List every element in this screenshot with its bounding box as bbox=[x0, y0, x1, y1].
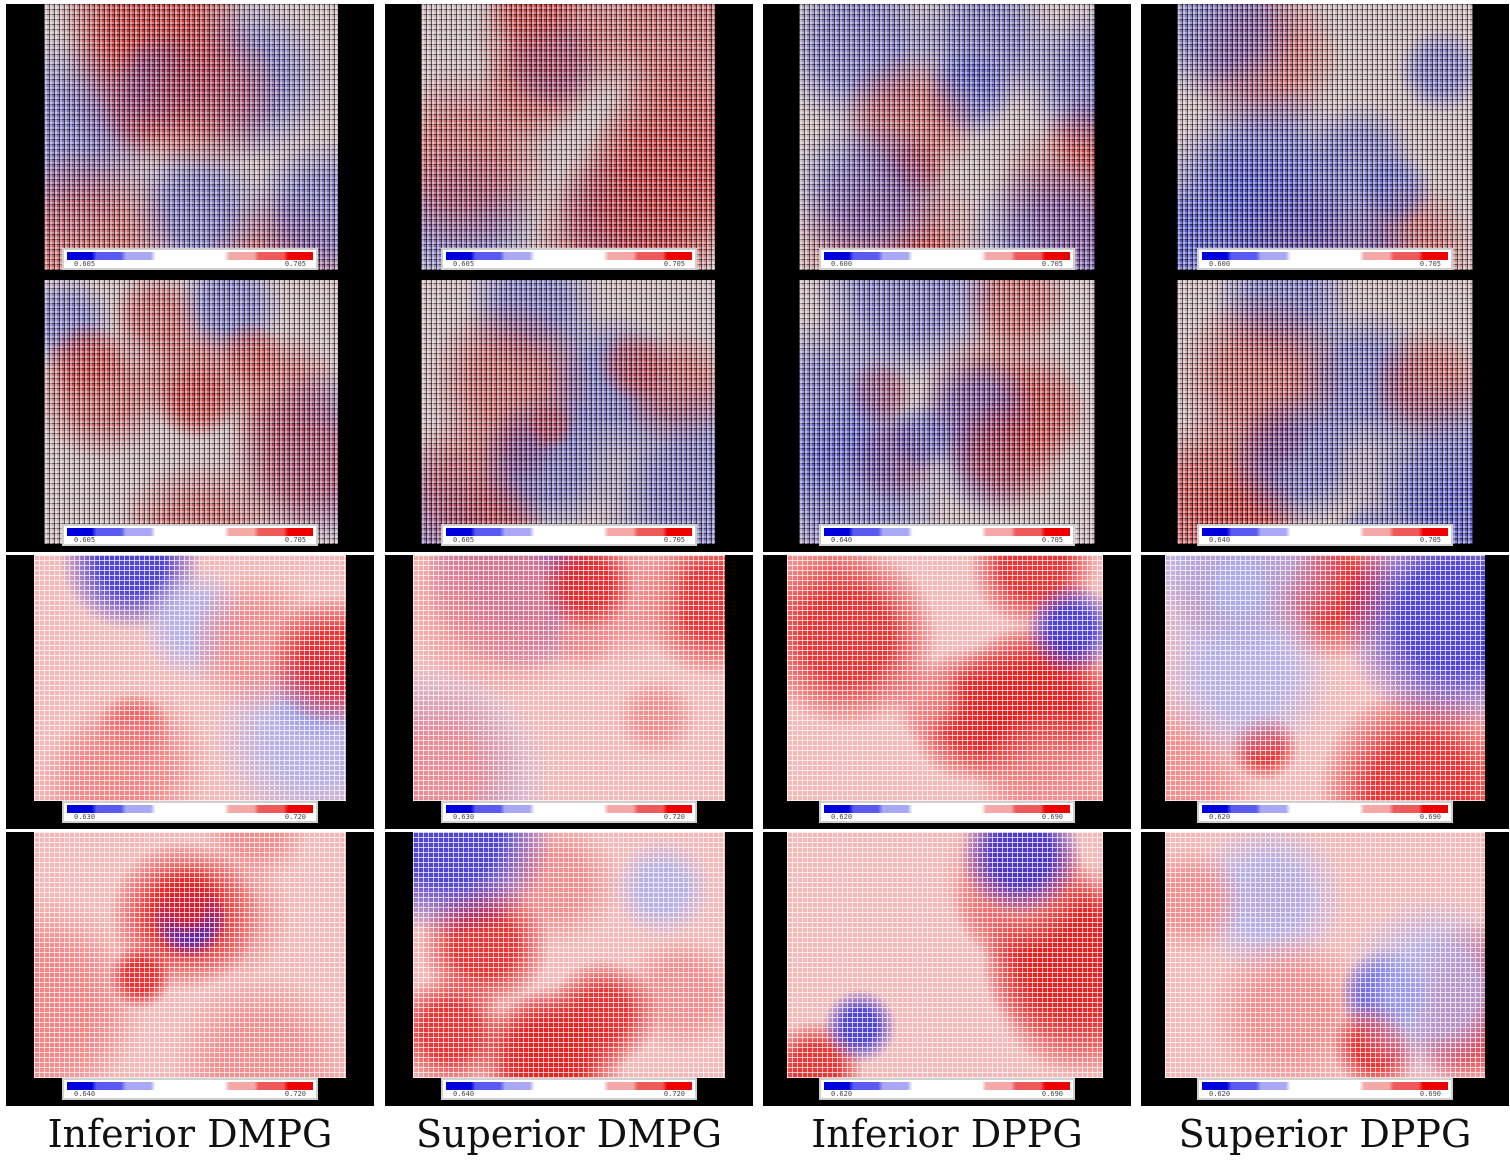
column-superior-dmpg: 0.605 0.705 0.605 0.705 0.630 0.720 0.640 0.… bbox=[385, 4, 753, 1156]
order-field-map bbox=[1165, 832, 1485, 1078]
order-field-map bbox=[421, 4, 715, 270]
top-view-panel-1: 0.605 0.705 bbox=[385, 4, 753, 278]
mesh-overlay bbox=[1177, 280, 1473, 544]
order-field-map bbox=[787, 832, 1103, 1078]
colorbar: 0.640 0.705 bbox=[819, 524, 1075, 546]
top-view-panel-1: 0.600 0.705 bbox=[1141, 4, 1509, 278]
order-field-map bbox=[413, 555, 725, 801]
column-inferior-dppg: 0.600 0.705 0.640 0.705 0.620 0.690 0.620 0.… bbox=[763, 4, 1131, 1156]
mesh-overlay bbox=[34, 832, 346, 1078]
colorbar: 0.620 0.690 bbox=[819, 801, 1075, 823]
side-view-panel-2: 0.640 0.720 bbox=[6, 832, 374, 1106]
column-label: Inferior DPPG bbox=[811, 1112, 1083, 1156]
colorbar: 0.605 0.705 bbox=[441, 524, 697, 546]
column-superior-dppg: 0.600 0.705 0.640 0.705 0.620 0.690 0.620 0.… bbox=[1141, 4, 1509, 1156]
mesh-overlay bbox=[1165, 832, 1485, 1078]
top-view-panel-2: 0.605 0.705 bbox=[385, 278, 753, 552]
colorbar: 0.605 0.705 bbox=[62, 248, 318, 270]
colorbar: 0.620 0.690 bbox=[1197, 1078, 1453, 1100]
mesh-overlay bbox=[34, 555, 346, 801]
colorbar: 0.620 0.690 bbox=[819, 1078, 1075, 1100]
colorbar: 0.630 0.720 bbox=[62, 801, 318, 823]
side-view-panel-1: 0.630 0.720 bbox=[385, 555, 753, 829]
order-field-map bbox=[44, 4, 338, 270]
mesh-overlay bbox=[799, 280, 1095, 544]
top-view-panel-2: 0.605 0.705 bbox=[6, 278, 374, 552]
colorbar: 0.640 0.705 bbox=[1197, 524, 1453, 546]
side-view-panel-1: 0.620 0.690 bbox=[763, 555, 1131, 829]
column-label: Inferior DMPG bbox=[47, 1112, 333, 1156]
column-label: Superior DMPG bbox=[415, 1112, 723, 1156]
order-field-map bbox=[787, 555, 1103, 801]
mesh-overlay bbox=[413, 555, 725, 801]
mesh-overlay bbox=[1165, 555, 1485, 801]
order-field-map bbox=[1177, 280, 1473, 544]
colorbar: 0.605 0.705 bbox=[441, 248, 697, 270]
mesh-overlay bbox=[44, 4, 338, 270]
colorbar: 0.640 0.720 bbox=[62, 1078, 318, 1100]
mesh-overlay bbox=[799, 4, 1095, 270]
mesh-overlay bbox=[413, 832, 725, 1078]
colorbar: 0.600 0.705 bbox=[819, 248, 1075, 270]
mesh-overlay bbox=[421, 280, 715, 544]
side-view-panel-2: 0.640 0.720 bbox=[385, 832, 753, 1106]
colorbar: 0.600 0.705 bbox=[1197, 248, 1453, 270]
order-field-map bbox=[44, 280, 338, 544]
top-view-panel-2: 0.640 0.705 bbox=[1141, 278, 1509, 552]
order-field-map bbox=[799, 280, 1095, 544]
column-inferior-dmpg: 0.605 0.705 0.605 0.705 0.630 0.720 0.640 0.… bbox=[6, 4, 374, 1156]
mesh-overlay bbox=[1177, 4, 1473, 270]
order-field-map bbox=[34, 555, 346, 801]
column-label: Superior DPPG bbox=[1178, 1112, 1472, 1156]
order-field-map bbox=[799, 4, 1095, 270]
side-view-panel-1: 0.630 0.720 bbox=[6, 555, 374, 829]
colorbar: 0.605 0.705 bbox=[62, 524, 318, 546]
side-view-panel-2: 0.620 0.690 bbox=[763, 832, 1131, 1106]
order-field-map bbox=[34, 832, 346, 1078]
mesh-overlay bbox=[787, 555, 1103, 801]
top-view-panel-1: 0.600 0.705 bbox=[763, 4, 1131, 278]
colorbar: 0.640 0.720 bbox=[441, 1078, 697, 1100]
mesh-overlay bbox=[421, 4, 715, 270]
order-field-map bbox=[1165, 555, 1485, 801]
side-view-panel-1: 0.620 0.690 bbox=[1141, 555, 1509, 829]
top-view-panel-1: 0.605 0.705 bbox=[6, 4, 374, 278]
order-field-map bbox=[1177, 4, 1473, 270]
order-field-map bbox=[413, 832, 725, 1078]
order-field-map bbox=[421, 280, 715, 544]
mesh-overlay bbox=[44, 280, 338, 544]
top-view-panel-2: 0.640 0.705 bbox=[763, 278, 1131, 552]
colorbar: 0.630 0.720 bbox=[441, 801, 697, 823]
side-view-panel-2: 0.620 0.690 bbox=[1141, 832, 1509, 1106]
colorbar: 0.620 0.690 bbox=[1197, 801, 1453, 823]
mesh-overlay bbox=[787, 832, 1103, 1078]
